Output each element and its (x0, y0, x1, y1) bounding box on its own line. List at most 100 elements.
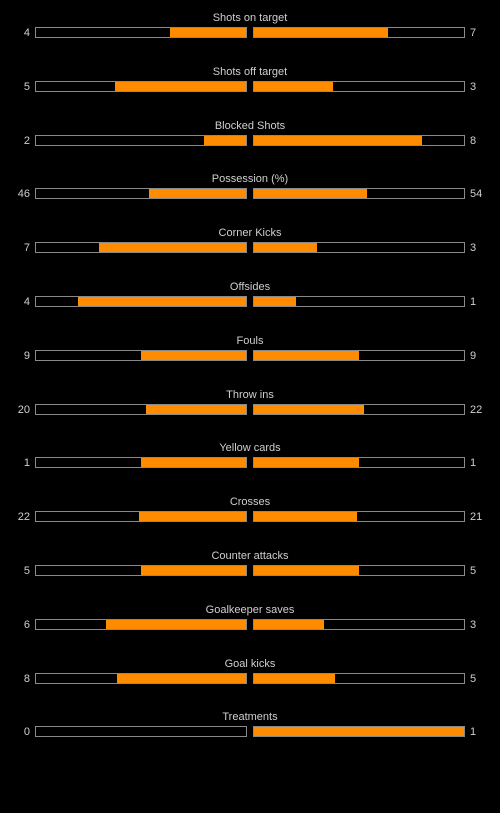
stat-label: Shots on target (212, 12, 288, 24)
away-bar-fill (254, 189, 368, 199)
away-bar (253, 134, 465, 146)
away-value: 3 (470, 80, 477, 93)
home-value: 5 (23, 564, 30, 577)
away-bar-fill (254, 135, 422, 145)
stat-label: Blocked Shots (214, 119, 286, 132)
stat-row: Throw ins 20 22 (0, 388, 500, 442)
home-bar-fill (116, 673, 246, 683)
away-bar (253, 27, 465, 38)
stat-row: Treatments 0 1 (0, 710, 500, 764)
away-bar (253, 403, 465, 415)
home-bar-fill (114, 81, 246, 91)
away-value: 54 (470, 188, 483, 201)
away-value: 1 (470, 457, 477, 470)
stat-row: Blocked Shots 2 8 (0, 119, 500, 173)
home-bar-fill (99, 243, 246, 253)
away-bar-fill (254, 404, 364, 414)
stat-row: Offsides 4 1 (0, 280, 500, 334)
home-value: 4 (23, 295, 30, 308)
home-bar-fill (141, 565, 246, 575)
home-value: 6 (23, 618, 30, 631)
home-bar (35, 80, 247, 92)
home-value: 7 (23, 242, 30, 255)
home-value: 0 (23, 726, 30, 739)
stat-row: Shots off target 5 3 (0, 65, 500, 119)
away-value: 5 (470, 672, 477, 685)
away-bar-fill (254, 727, 464, 737)
away-bar (253, 349, 465, 361)
stats-list: Shots on target 4 7 Shots off target 5 3 Block… (0, 11, 500, 764)
stat-label: Counter attacks (211, 549, 289, 562)
away-value: 22 (470, 403, 483, 416)
away-bar (253, 726, 465, 738)
away-value: 3 (470, 242, 477, 255)
away-bar (253, 242, 465, 254)
stat-label: Throw ins (226, 388, 274, 401)
home-bar-fill (138, 512, 246, 522)
home-bar (35, 134, 247, 146)
away-bar-fill (254, 673, 335, 683)
home-value: 8 (23, 672, 30, 685)
away-bar-fill (254, 81, 333, 91)
home-bar-fill (146, 404, 246, 414)
home-bar-fill (169, 28, 246, 37)
home-value: 1 (23, 457, 30, 470)
away-bar-fill (254, 565, 359, 575)
stat-label: Treatments (222, 711, 278, 724)
home-bar-fill (141, 458, 246, 468)
away-bar-fill (254, 243, 317, 253)
home-bar-fill (149, 189, 246, 199)
stat-label: Corner Kicks (218, 227, 282, 240)
home-bar-fill (78, 296, 246, 306)
stat-row: Corner Kicks 7 3 (0, 226, 500, 280)
home-bar-fill (204, 135, 246, 145)
stat-row: Counter attacks 5 5 (0, 549, 500, 603)
home-value: 20 (17, 403, 30, 416)
stat-label: Offsides (229, 280, 271, 293)
home-value: 22 (17, 511, 30, 524)
away-bar-fill (254, 458, 359, 468)
home-bar (35, 564, 247, 576)
away-value: 1 (470, 295, 477, 308)
away-value: 3 (470, 618, 477, 631)
stat-row: Goalkeeper saves 6 3 (0, 603, 500, 657)
away-value: 1 (470, 726, 477, 739)
away-bar (253, 295, 465, 307)
home-bar (35, 618, 247, 630)
away-bar-fill (254, 512, 357, 522)
home-value: 2 (23, 134, 30, 147)
home-bar-fill (106, 619, 246, 629)
stat-row: Yellow cards 1 1 (0, 441, 500, 495)
home-value: 46 (17, 188, 30, 201)
stat-row: Crosses 22 21 (0, 495, 500, 549)
home-bar (35, 511, 247, 523)
away-bar (253, 672, 465, 684)
stat-label: Crosses (229, 496, 271, 509)
home-bar (35, 457, 247, 469)
stat-label: Possession (%) (211, 173, 289, 186)
away-value: 21 (470, 511, 483, 524)
home-value: 5 (23, 80, 30, 93)
stat-label: Fouls (236, 334, 264, 347)
home-value: 4 (23, 27, 30, 39)
home-bar (35, 188, 247, 200)
away-bar (253, 564, 465, 576)
stat-row: Goal kicks 8 5 (0, 657, 500, 711)
away-bar (253, 188, 465, 200)
stat-label: Yellow cards (219, 442, 281, 455)
stat-label: Goal kicks (224, 657, 276, 670)
home-bar (35, 295, 247, 307)
away-value: 9 (470, 349, 477, 362)
stat-label: Shots off target (212, 65, 288, 78)
away-bar (253, 457, 465, 469)
home-bar (35, 349, 247, 361)
home-bar (35, 672, 247, 684)
stat-row: Possession (%) 46 54 (0, 172, 500, 226)
away-bar-fill (254, 350, 359, 360)
away-value: 7 (470, 27, 477, 39)
home-bar (35, 242, 247, 254)
home-bar (35, 726, 247, 738)
home-bar (35, 403, 247, 415)
away-value: 5 (470, 564, 477, 577)
